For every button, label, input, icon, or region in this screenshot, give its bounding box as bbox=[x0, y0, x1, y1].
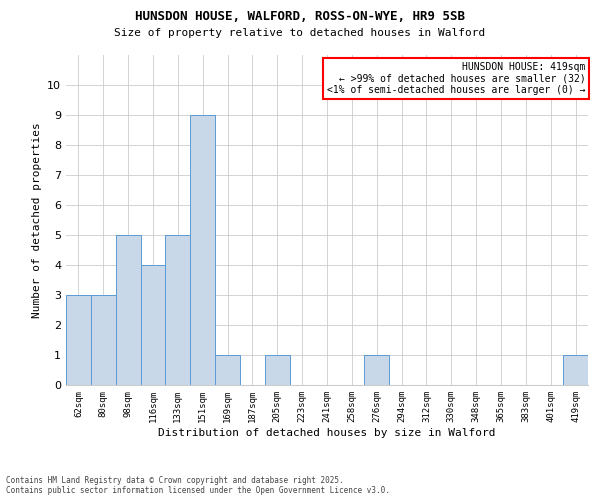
Bar bbox=[215, 355, 240, 385]
Bar bbox=[166, 235, 190, 385]
Y-axis label: Number of detached properties: Number of detached properties bbox=[32, 122, 41, 318]
Text: Contains HM Land Registry data © Crown copyright and database right 2025.
Contai: Contains HM Land Registry data © Crown c… bbox=[6, 476, 390, 495]
Bar bbox=[364, 355, 389, 385]
Bar bbox=[91, 295, 116, 385]
Bar bbox=[563, 355, 588, 385]
Bar bbox=[116, 235, 140, 385]
Bar bbox=[66, 295, 91, 385]
Bar bbox=[140, 265, 166, 385]
Text: HUNSDON HOUSE: 419sqm
← >99% of detached houses are smaller (32)
<1% of semi-det: HUNSDON HOUSE: 419sqm ← >99% of detached… bbox=[327, 62, 586, 95]
Text: HUNSDON HOUSE, WALFORD, ROSS-ON-WYE, HR9 5SB: HUNSDON HOUSE, WALFORD, ROSS-ON-WYE, HR9… bbox=[135, 10, 465, 23]
X-axis label: Distribution of detached houses by size in Walford: Distribution of detached houses by size … bbox=[158, 428, 496, 438]
Bar bbox=[190, 115, 215, 385]
Text: Size of property relative to detached houses in Walford: Size of property relative to detached ho… bbox=[115, 28, 485, 38]
Bar bbox=[265, 355, 290, 385]
